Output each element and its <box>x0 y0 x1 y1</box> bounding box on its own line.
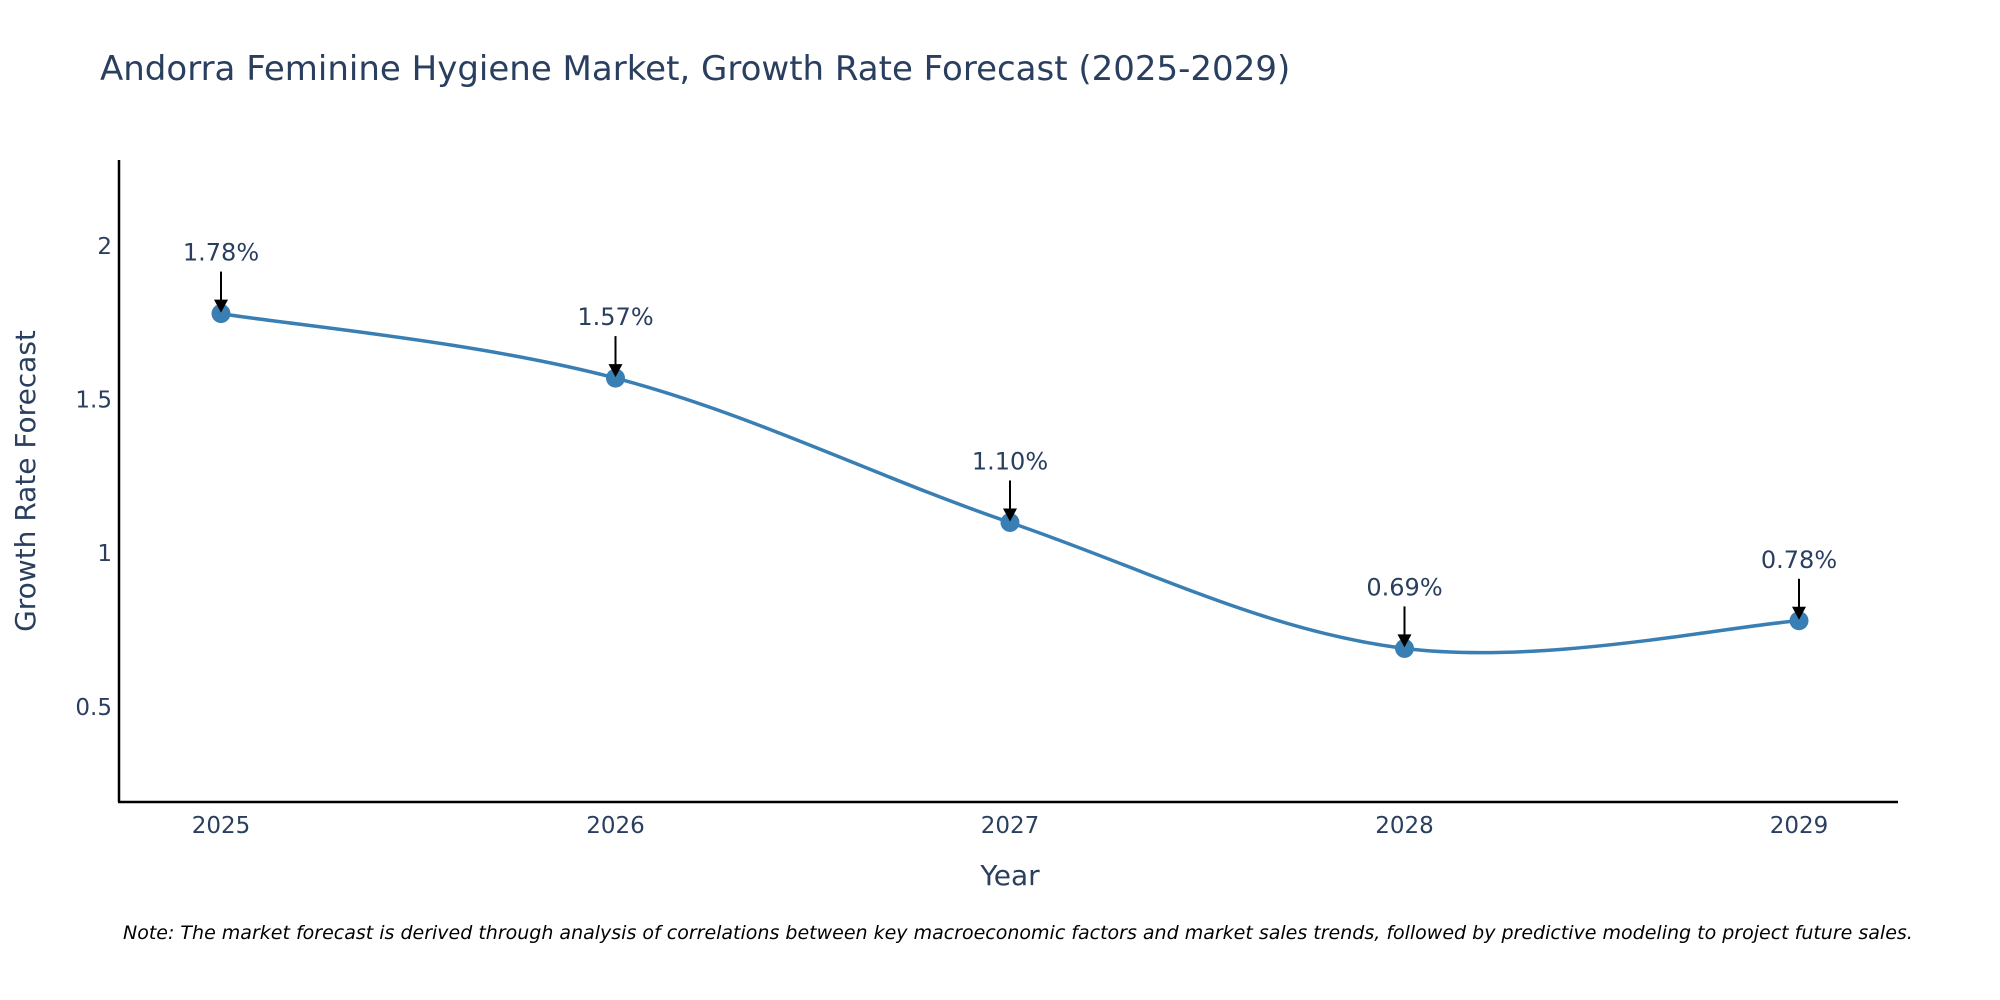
footnote: Note: The market forecast is derived thr… <box>123 922 1913 944</box>
data-point <box>1395 638 1414 658</box>
data-annotations: 1.78% 1.57% 1.10% 0.69% 0.78% <box>183 239 1837 648</box>
annotation-arrowhead <box>214 299 228 313</box>
x-tick-label: 2027 <box>981 813 1040 839</box>
x-tick-labels: 2025 2026 2027 2028 2029 <box>192 813 1829 839</box>
data-point <box>211 304 231 324</box>
data-point <box>1000 512 1020 532</box>
data-label: 1.57% <box>577 303 653 331</box>
annotation-arrowhead <box>1792 606 1806 620</box>
data-point <box>1789 611 1809 631</box>
annotation-arrowhead <box>608 364 623 378</box>
data-label: 0.78% <box>1761 546 1837 574</box>
x-axis-title: Year <box>979 859 1040 892</box>
annotation-arrowhead <box>1003 508 1017 522</box>
y-tick-label: 0.5 <box>75 695 112 721</box>
x-tick-label: 2028 <box>1375 813 1434 839</box>
data-label: 0.69% <box>1366 573 1442 601</box>
data-label: 1.10% <box>972 447 1048 475</box>
data-markers <box>211 304 1809 658</box>
data-point <box>606 368 625 388</box>
chart-title: Andorra Feminine Hygiene Market, Growth … <box>100 49 1290 89</box>
y-tick-label: 1 <box>97 541 112 567</box>
x-tick-label: 2029 <box>1770 813 1829 839</box>
data-label: 1.78% <box>183 239 259 267</box>
x-tick-label: 2025 <box>192 813 251 839</box>
x-tick-label: 2026 <box>586 813 645 839</box>
y-tick-label: 1.5 <box>75 388 112 414</box>
axes <box>117 160 1898 804</box>
y-tick-label: 2 <box>97 234 112 260</box>
annotation-arrowhead <box>1397 634 1412 648</box>
y-axis-title: Growth Rate Forecast <box>9 330 42 632</box>
y-tick-labels: 0.5 1 1.5 2 <box>75 234 112 721</box>
